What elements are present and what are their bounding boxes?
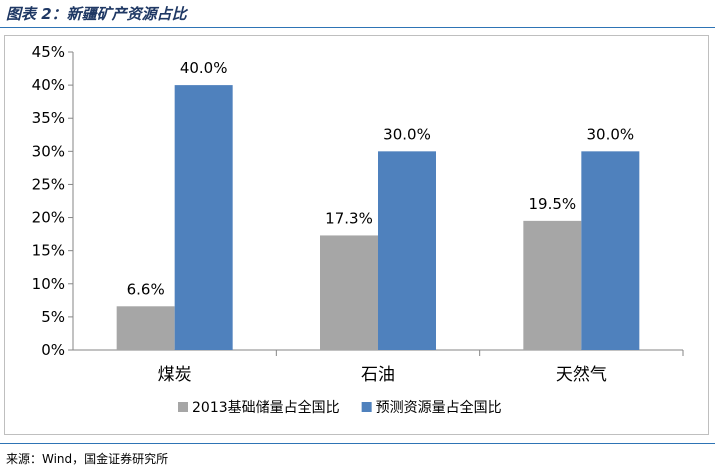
x-category-label: 石油 (361, 365, 395, 385)
y-tick-label: 15% (32, 242, 65, 260)
data-label: 30.0% (383, 125, 431, 143)
y-tick-label: 20% (32, 209, 65, 227)
y-tick-label: 0% (41, 341, 65, 359)
y-tick-label: 45% (32, 43, 65, 61)
data-label: 17.3% (325, 209, 373, 227)
legend-label: 2013基础储量占全国比 (192, 399, 340, 416)
data-label: 40.0% (180, 59, 228, 77)
data-label: 30.0% (587, 125, 635, 143)
y-tick-label: 35% (32, 109, 65, 127)
footer-divider (0, 443, 715, 444)
source-note: 来源：Wind，国金证券研究所 (6, 452, 169, 466)
chart-frame (4, 35, 709, 435)
x-category-label: 煤炭 (158, 365, 192, 385)
figure-title-bar: 图表 2：新疆矿产资源占比 (0, 0, 715, 26)
y-tick-label: 25% (32, 175, 65, 193)
y-tick-label: 10% (32, 275, 65, 293)
bar (116, 306, 175, 350)
title-divider (0, 27, 715, 28)
figure-title: 图表 2：新疆矿产资源占比 (6, 5, 187, 23)
bar (320, 235, 378, 350)
y-tick-label: 30% (32, 142, 65, 160)
data-label: 6.6% (127, 280, 165, 298)
y-tick-label: 5% (41, 308, 65, 326)
bar (378, 151, 436, 350)
data-label: 19.5% (529, 195, 577, 213)
legend-swatch (178, 402, 188, 412)
bar (581, 151, 640, 350)
legend-label: 预测资源量占全国比 (376, 399, 502, 416)
bar-chart: 0% 5% 10% 15% 20% 25% 30% 35% 40% 45% 6.6% 40.0% 煤炭 1… (32, 43, 684, 416)
bar (174, 85, 233, 350)
legend-swatch (361, 402, 372, 412)
x-category-label: 天然气 (556, 365, 607, 385)
bar (523, 220, 582, 350)
y-tick-label: 40% (32, 76, 65, 94)
